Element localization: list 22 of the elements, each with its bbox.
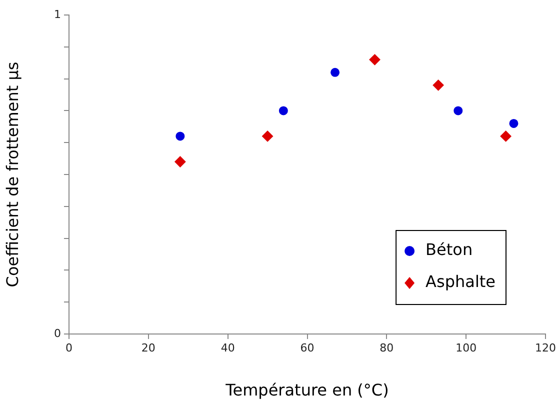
x-tick-label: 40 — [220, 341, 235, 354]
x-tick-label: 0 — [66, 341, 72, 354]
x-tick-label: 80 — [380, 341, 394, 354]
legend-label: Béton — [426, 240, 473, 260]
point — [500, 130, 512, 142]
point — [262, 130, 274, 142]
y-tick-label: 1 — [54, 8, 61, 21]
point — [509, 118, 518, 128]
legend-label: Asphalte — [426, 272, 496, 292]
point — [369, 54, 380, 66]
point — [176, 132, 185, 141]
x-tick-label: 120 — [535, 341, 556, 354]
point — [174, 156, 186, 168]
point — [432, 80, 444, 91]
point — [454, 106, 463, 116]
x-axis-title: Température en (°C) — [224, 380, 389, 400]
point — [278, 106, 288, 116]
x-tick-label: 20 — [141, 341, 156, 354]
y-axis-title: Coefficient de frottement µs — [2, 62, 22, 288]
point — [330, 68, 340, 77]
x-tick-label: 100 — [456, 341, 477, 354]
x-tick-label: 60 — [300, 341, 314, 354]
